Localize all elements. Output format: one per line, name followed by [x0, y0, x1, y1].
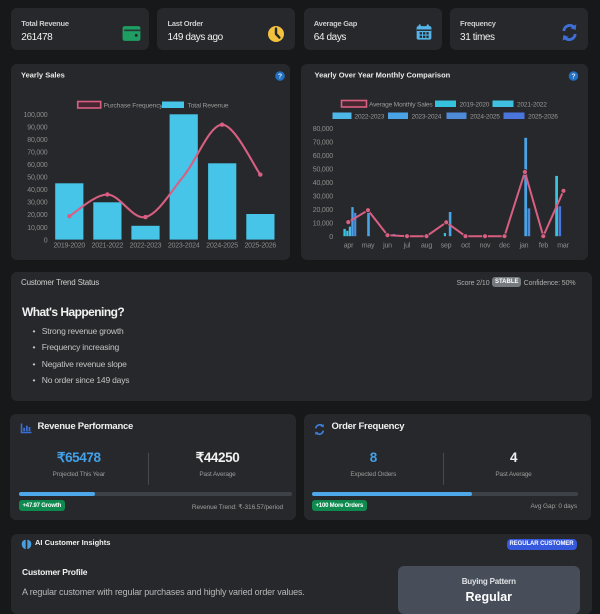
- svg-text:jan: jan: [518, 242, 528, 249]
- svg-text:?: ?: [278, 74, 282, 81]
- svg-text:80,000: 80,000: [312, 126, 333, 133]
- svg-text:2024-2025: 2024-2025: [206, 243, 238, 250]
- svg-text:40,000: 40,000: [312, 180, 333, 187]
- svg-text:Yearly Sales: Yearly Sales: [21, 71, 65, 80]
- svg-text:2021-2022: 2021-2022: [92, 243, 124, 250]
- svg-text:?: ?: [571, 74, 575, 81]
- svg-text:feb: feb: [538, 242, 547, 249]
- svg-text:2019-2020: 2019-2020: [53, 243, 85, 250]
- svg-text:50,000: 50,000: [27, 175, 48, 182]
- svg-text:aug: aug: [420, 242, 431, 249]
- svg-text:Total Revenue: Total Revenue: [188, 103, 229, 110]
- svg-text:2019-2020: 2019-2020: [459, 102, 489, 109]
- svg-text:may: may: [361, 242, 374, 249]
- svg-text:jul: jul: [402, 242, 410, 249]
- svg-text:100,000: 100,000: [24, 112, 48, 119]
- svg-text:2023-2024: 2023-2024: [168, 243, 200, 250]
- svg-text:dec: dec: [499, 242, 510, 249]
- svg-text:apr: apr: [343, 242, 353, 249]
- svg-text:2023-2024: 2023-2024: [411, 114, 441, 121]
- svg-text:2025-2026: 2025-2026: [528, 114, 558, 121]
- svg-text:mar: mar: [557, 242, 569, 249]
- svg-text:nov: nov: [479, 242, 490, 249]
- svg-text:jun: jun: [382, 242, 392, 249]
- svg-text:10,000: 10,000: [27, 225, 48, 232]
- svg-text:40,000: 40,000: [27, 187, 48, 194]
- svg-text:2025-2026: 2025-2026: [244, 243, 276, 250]
- svg-text:30,000: 30,000: [312, 193, 333, 200]
- svg-text:10,000: 10,000: [312, 220, 333, 227]
- svg-text:Yearly Over Year Monthly Compa: Yearly Over Year Monthly Comparison: [314, 71, 450, 80]
- svg-text:30,000: 30,000: [27, 200, 48, 207]
- svg-text:70,000: 70,000: [27, 150, 48, 157]
- svg-text:2024-2025: 2024-2025: [470, 114, 500, 121]
- svg-text:2022-2023: 2022-2023: [130, 243, 162, 250]
- svg-text:2021-2022: 2021-2022: [517, 102, 547, 109]
- svg-text:70,000: 70,000: [312, 139, 333, 146]
- svg-text:oct: oct: [461, 242, 470, 249]
- svg-text:60,000: 60,000: [27, 162, 48, 169]
- svg-text:20,000: 20,000: [27, 212, 48, 219]
- svg-text:sep: sep: [440, 242, 451, 249]
- svg-text:Average Monthly Sales: Average Monthly Sales: [369, 102, 433, 109]
- svg-text:20,000: 20,000: [312, 207, 333, 214]
- svg-text:0: 0: [44, 237, 48, 244]
- svg-text:80,000: 80,000: [27, 137, 48, 144]
- svg-text:Purchase Frequency: Purchase Frequency: [104, 103, 164, 110]
- svg-text:2022-2023: 2022-2023: [354, 114, 384, 121]
- svg-text:90,000: 90,000: [27, 125, 48, 132]
- svg-text:50,000: 50,000: [312, 166, 333, 173]
- svg-text:60,000: 60,000: [312, 153, 333, 160]
- svg-text:0: 0: [329, 234, 333, 241]
